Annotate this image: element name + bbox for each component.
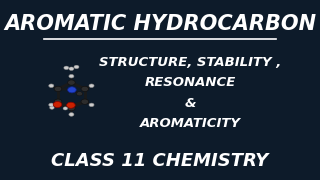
Circle shape — [81, 99, 89, 104]
Text: AROMATIC HYDROCARBON: AROMATIC HYDROCARBON — [4, 14, 316, 34]
Circle shape — [89, 103, 94, 107]
Circle shape — [67, 102, 75, 108]
Text: &: & — [185, 97, 196, 110]
Circle shape — [68, 80, 75, 85]
Text: AROMATICITY: AROMATICITY — [140, 117, 241, 130]
Circle shape — [49, 103, 54, 107]
Text: STRUCTURE, STABILITY ,: STRUCTURE, STABILITY , — [99, 56, 282, 69]
Text: CLASS 11 CHEMISTRY: CLASS 11 CHEMISTRY — [52, 152, 268, 170]
Circle shape — [50, 106, 54, 109]
Circle shape — [68, 105, 75, 111]
Circle shape — [89, 84, 94, 87]
Circle shape — [54, 86, 62, 92]
Text: RESONANCE: RESONANCE — [145, 76, 236, 89]
Circle shape — [53, 102, 62, 107]
Circle shape — [74, 65, 79, 69]
Circle shape — [68, 87, 76, 93]
Circle shape — [69, 74, 74, 78]
Circle shape — [54, 99, 62, 104]
Circle shape — [49, 84, 54, 87]
Circle shape — [69, 67, 74, 71]
Circle shape — [76, 92, 83, 96]
Circle shape — [69, 113, 74, 116]
Circle shape — [64, 66, 69, 70]
Circle shape — [81, 86, 89, 92]
Circle shape — [63, 107, 68, 110]
